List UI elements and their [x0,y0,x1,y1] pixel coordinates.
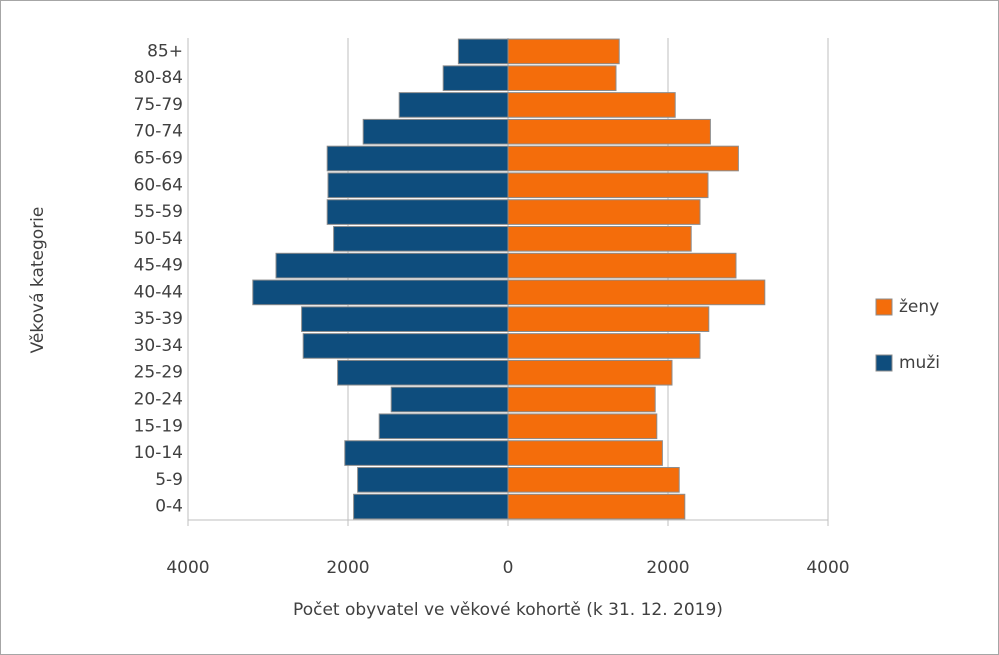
bar [507,279,766,306]
bar [327,172,509,199]
bar [507,118,711,145]
bar [301,306,509,332]
bar [457,38,509,65]
y-tick-label: 40-44 [134,282,183,302]
bar [507,493,686,520]
y-tick-label: 80-84 [134,68,183,88]
bar [507,38,620,65]
y-tick-label: 60-64 [134,175,183,195]
x-tick-label: 4000 [166,558,209,578]
bar [507,440,663,466]
x-tick-label: 2000 [326,558,369,578]
y-tick-label: 25-29 [134,363,183,383]
bar [507,145,739,172]
y-tick-label: 5-9 [155,470,183,490]
x-tick-label: 4000 [806,558,849,578]
legend-label: ženy [899,297,939,317]
bar [507,92,676,118]
x-tick-label: 2000 [646,558,689,578]
y-tick-label: 50-54 [134,229,183,249]
bar [507,333,701,359]
bar [333,226,509,252]
y-tick-label: 30-34 [134,336,183,356]
bar [507,467,680,493]
bar [507,199,701,225]
bar [507,65,617,91]
bar [252,279,509,306]
y-tick-label: 0-4 [155,497,183,517]
bar [507,226,692,252]
bar [337,359,509,386]
y-tick-label: 85+ [147,41,183,61]
bar [362,118,509,145]
bar [507,413,658,440]
y-tick-label: 75-79 [134,95,183,115]
bar [507,306,710,332]
bar [507,252,737,279]
bar [442,65,509,91]
bar [507,359,673,386]
bar [326,199,509,225]
bar [326,145,509,172]
bar [507,172,709,199]
bar [302,333,509,359]
legend-swatch [875,298,893,316]
legend-label: muži [899,353,940,373]
bar [390,386,509,413]
bar [378,413,509,440]
x-axis-title: Počet obyvatel ve věkové kohortě (k 31. … [293,600,723,620]
y-tick-label: 15-19 [134,416,183,436]
y-tick-label: 70-74 [134,122,183,142]
bar [357,467,509,493]
y-tick-label: 65-69 [134,149,183,169]
y-tick-label: 45-49 [134,256,183,276]
bar [507,386,656,413]
bar [344,440,509,466]
bar [275,252,509,279]
y-tick-label: 35-39 [134,309,183,329]
x-tick-label: 0 [503,558,514,578]
y-tick-label: 20-24 [134,390,183,410]
bar [398,92,509,118]
legend-swatch [875,354,893,372]
y-tick-label: 55-59 [134,202,183,222]
y-axis-title: Věková kategorie [28,207,48,354]
y-tick-label: 10-14 [134,443,183,463]
bar [353,493,509,520]
